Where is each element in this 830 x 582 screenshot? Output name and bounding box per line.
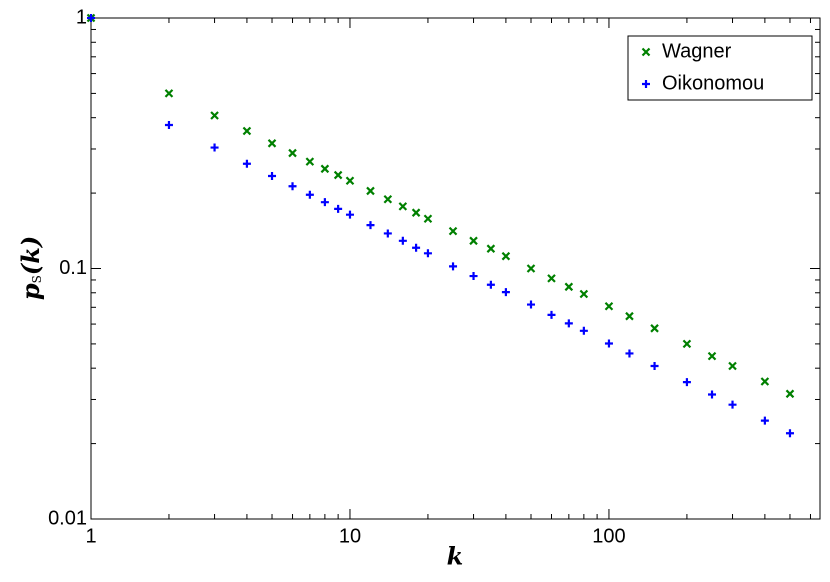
- point: [564, 319, 573, 328]
- point: [423, 214, 433, 224]
- point: [383, 194, 393, 204]
- point: [785, 389, 795, 399]
- point: [411, 208, 421, 217]
- x-tick-label: 10: [339, 525, 361, 547]
- point: [398, 202, 408, 211]
- point: [625, 349, 634, 358]
- point: [366, 221, 375, 230]
- point: [682, 339, 692, 349]
- point: [547, 274, 556, 283]
- y-axis-label-text: pS(k): [16, 236, 45, 300]
- point: [650, 324, 659, 333]
- y-tick-label: 0.1: [59, 257, 87, 279]
- point: [526, 264, 536, 273]
- x-tick-label: 100: [592, 525, 625, 547]
- point: [486, 244, 496, 253]
- point: [526, 300, 535, 309]
- point: [604, 339, 613, 348]
- point: [305, 190, 314, 199]
- point: [242, 126, 252, 136]
- point: [501, 288, 510, 297]
- point: [501, 251, 511, 261]
- point: [760, 377, 770, 386]
- legend-box: [627, 35, 813, 101]
- point: [366, 186, 375, 196]
- point: [625, 311, 634, 321]
- point: [345, 210, 354, 219]
- point: [334, 204, 343, 213]
- point: [210, 111, 219, 120]
- legend-label: Wagner: [662, 40, 732, 62]
- point: [469, 236, 478, 246]
- point: [398, 236, 407, 245]
- point: [604, 301, 614, 311]
- point: [164, 89, 174, 98]
- legend-label: Oikonomou: [662, 72, 764, 94]
- point: [87, 14, 95, 22]
- y-tick-label: 1: [76, 6, 87, 28]
- point: [242, 159, 251, 168]
- x-tick-label: 1: [85, 525, 96, 547]
- point: [564, 282, 574, 292]
- point: [267, 139, 277, 148]
- point: [345, 176, 355, 186]
- point: [423, 249, 432, 258]
- point: [448, 226, 458, 236]
- point: [333, 170, 343, 180]
- point: [268, 172, 277, 181]
- point: [412, 243, 421, 252]
- point: [547, 310, 556, 319]
- y-tick-label: 0.01: [48, 507, 87, 529]
- point: [164, 120, 173, 129]
- point: [469, 272, 478, 281]
- point: [642, 80, 650, 88]
- point: [579, 326, 588, 335]
- point: [579, 289, 589, 299]
- point: [728, 400, 737, 409]
- point: [320, 164, 330, 174]
- point: [708, 390, 717, 399]
- point: [760, 416, 769, 425]
- point: [728, 361, 737, 371]
- point: [707, 351, 717, 361]
- point: [288, 148, 297, 158]
- point: [383, 229, 392, 238]
- x-axis-label: k: [447, 542, 464, 571]
- point: [210, 143, 219, 152]
- point: [650, 362, 659, 371]
- y-axis-label: pS(k): [16, 236, 45, 300]
- point: [449, 262, 458, 271]
- point: [682, 378, 691, 387]
- point: [288, 182, 297, 191]
- point: [305, 157, 315, 166]
- point: [785, 429, 794, 438]
- point: [320, 198, 329, 207]
- point: [486, 280, 495, 289]
- point: [641, 47, 651, 57]
